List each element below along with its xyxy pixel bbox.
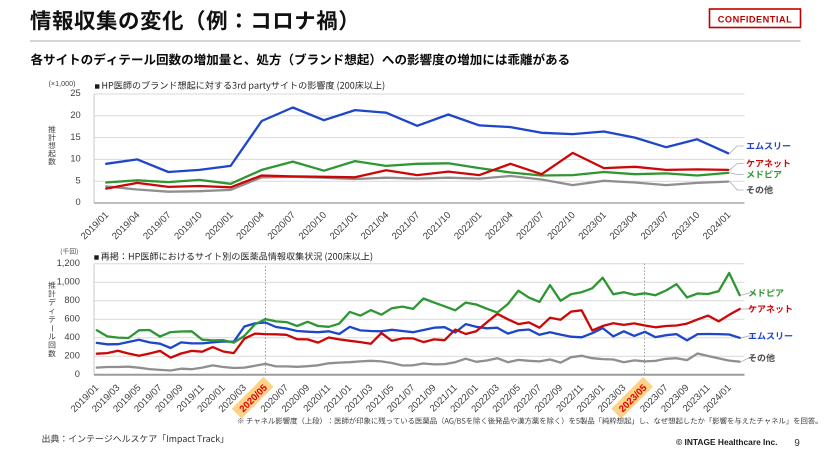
svg-text:15: 15 (70, 132, 80, 142)
svg-text:9: 9 (794, 438, 799, 449)
svg-text:25: 25 (70, 88, 80, 98)
svg-text:(×1,000): (×1,000) (49, 79, 76, 88)
svg-text:10: 10 (70, 154, 80, 164)
svg-text:0: 0 (76, 197, 81, 207)
svg-text:5: 5 (76, 175, 81, 185)
svg-text:CONFIDENTIAL: CONFIDENTIAL (718, 14, 792, 24)
svg-text:1,000: 1,000 (57, 277, 80, 287)
svg-text:200: 200 (64, 351, 80, 361)
svg-text:800: 800 (64, 295, 80, 305)
svg-text:400: 400 (64, 332, 80, 342)
svg-text:© INTAGE Healthcare Inc.: © INTAGE Healthcare Inc. (676, 437, 777, 447)
svg-text:1,200: 1,200 (57, 258, 80, 268)
svg-text:600: 600 (64, 314, 80, 324)
svg-text:0: 0 (75, 369, 80, 379)
svg-text:20: 20 (70, 110, 80, 120)
